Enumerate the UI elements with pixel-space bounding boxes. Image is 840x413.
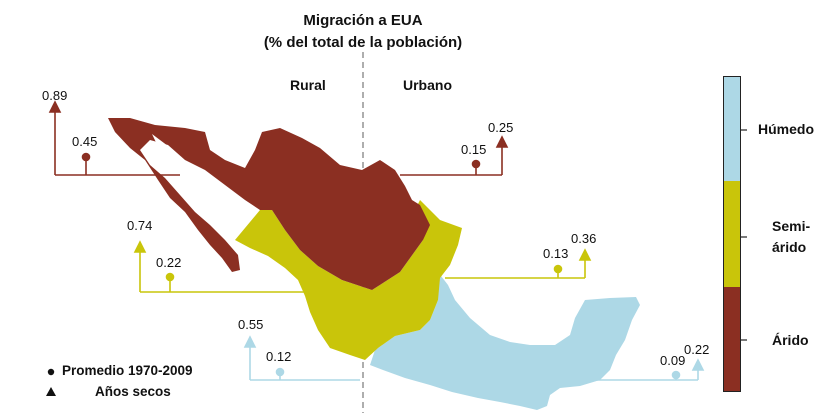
- region-humedo: [370, 272, 640, 410]
- value-arido-rural-anos-secos: 0.89: [42, 88, 68, 103]
- colorbar-segment-humedo: [723, 76, 741, 182]
- value-semiarido-rural-anos-secos: 0.74: [127, 218, 153, 233]
- connectors-humedo: [243, 335, 705, 381]
- value-semiarido-urbano-promedio: 0.13: [543, 246, 569, 261]
- colorbar-segment-arido: [723, 287, 741, 392]
- connectors-arido: [48, 100, 509, 176]
- figure-title: Migración a EUA: [303, 12, 423, 29]
- value-arido-urbano-promedio: 0.15: [461, 142, 487, 157]
- colorbar-label-semiarido-1: Semi-: [772, 218, 811, 234]
- column-header-urbano: Urbano: [403, 77, 452, 93]
- legend-dot-marker: [47, 368, 55, 376]
- value-humedo-rural-anos-secos: 0.55: [238, 317, 264, 332]
- colorbar-label-humedo: Húmedo: [758, 121, 814, 137]
- figure-subtitle: (% del total de la población): [263, 34, 463, 51]
- legend-promedio-label: Promedio 1970-2009: [62, 363, 193, 378]
- value-arido-urbano-anos-secos: 0.25: [488, 120, 514, 135]
- column-header-rural: Rural: [290, 77, 326, 93]
- legend-triangle-marker: [46, 387, 56, 396]
- value-semiarido-rural-promedio: 0.22: [156, 255, 182, 270]
- connectors-semiarido: [133, 240, 592, 293]
- legend-anos-secos-label: Años secos: [95, 384, 171, 399]
- gulf-of-california: [152, 134, 232, 230]
- colorbar-segment-semiarido: [723, 181, 741, 287]
- region-arido: [108, 118, 430, 290]
- value-humedo-urbano-anos-secos: 0.22: [684, 342, 710, 357]
- value-arido-rural-promedio: 0.45: [72, 134, 98, 149]
- region-semiarido: [235, 200, 462, 360]
- value-humedo-rural-promedio: 0.12: [266, 349, 292, 364]
- colorbar-label-semiarido-2: árido: [772, 239, 807, 255]
- value-humedo-urbano-promedio: 0.09: [660, 353, 686, 368]
- colorbar-label-arido: Árido: [772, 332, 809, 348]
- value-semiarido-urbano-anos-secos: 0.36: [571, 231, 597, 246]
